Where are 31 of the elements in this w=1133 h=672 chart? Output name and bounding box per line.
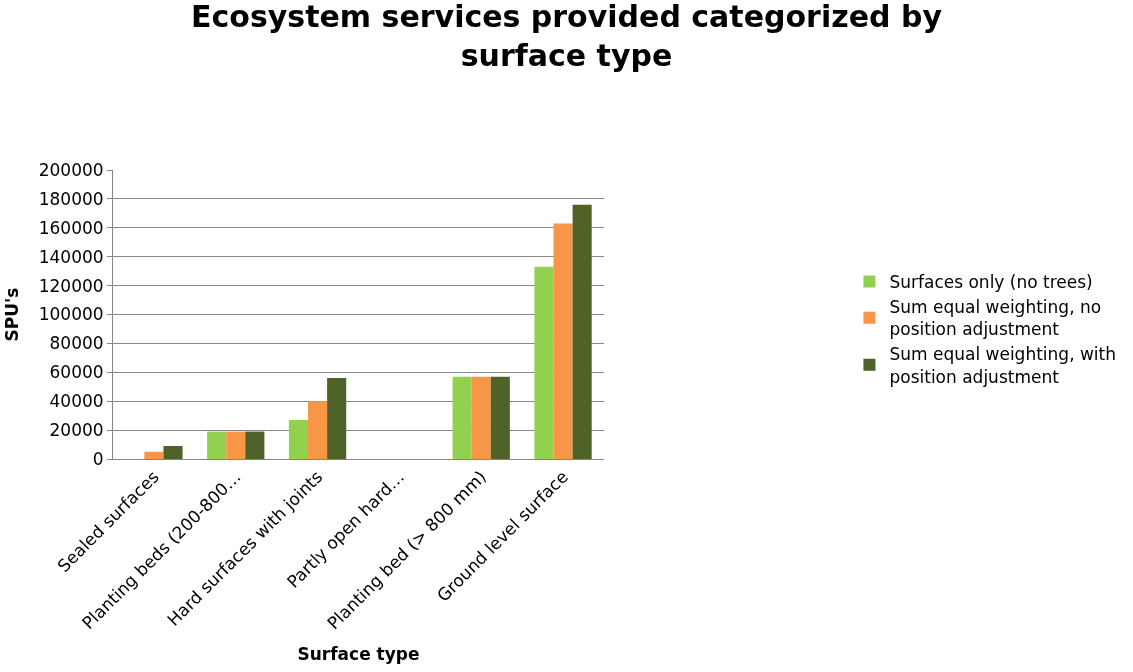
bar [572,204,592,459]
chart-title: Ecosystem services provided categorized by surface type [191,0,943,73]
legend-label: Sum equal weighting, with position adjustment [889,344,1117,387]
bar [226,431,246,459]
bar [163,446,183,459]
bar [245,431,265,459]
y-tick-label: 200000 [38,159,104,180]
bar [553,223,573,459]
y-axis-title: SPU's [2,287,23,342]
y-tick-label: 180000 [38,188,104,209]
legend-label: Sum equal weighting, no position adjustment [889,297,1102,340]
y-tick-label: 80000 [49,333,104,354]
bar [144,451,164,459]
y-tick-label: 120000 [38,275,104,296]
y-tick-label: 60000 [49,362,104,383]
bar [327,378,347,459]
bar [490,376,510,459]
bar [288,419,309,459]
bar [471,376,491,459]
y-tick-label: 100000 [38,304,104,325]
bar [207,431,227,459]
legend-label: Surfaces only (no trees) [889,272,1093,293]
bar [308,401,328,459]
y-tick-label: 160000 [38,217,104,238]
bar [534,266,554,459]
bar [452,376,472,459]
y-tick-label: 0 [92,448,104,469]
y-tick-label: 40000 [49,391,104,412]
x-axis-title: Surface type [297,643,420,664]
y-tick-label: 140000 [38,246,104,267]
y-tick-label: 20000 [49,420,104,441]
